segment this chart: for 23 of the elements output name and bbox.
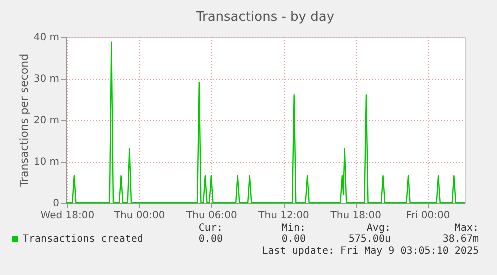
text: 0.00	[198, 234, 223, 245]
text: Last update: Fri May 9 03:05:10 2025	[262, 246, 479, 257]
x-tick-label: Thu 06:00	[186, 210, 238, 222]
text: Min:	[282, 223, 306, 234]
legend-label: Transactions created	[23, 234, 144, 245]
text: Avg:	[366, 223, 391, 234]
x-tick-label: Thu 18:00	[330, 210, 382, 222]
y-tick-label: 30 m	[34, 74, 60, 85]
text: 38.67m	[442, 234, 479, 245]
y-tick-label: 0	[53, 198, 60, 210]
x-tick-label: Fri 00:00	[406, 210, 450, 222]
y-tick-label: 10 m	[34, 157, 60, 168]
text: 0.00	[282, 234, 306, 245]
text: Cur:	[198, 223, 223, 234]
text: 575.00u	[348, 234, 391, 245]
text: Max:	[454, 223, 479, 234]
y-tick-label: 20 m	[34, 116, 60, 126]
x-tick-label: Thu 00:00	[113, 210, 166, 222]
y-tick-label: 40 m	[34, 32, 60, 44]
x-tick-label: Wed 18:00	[40, 210, 95, 222]
x-tick-label: Thu 12:00	[258, 210, 310, 222]
chart-title: Transactions - by day	[195, 10, 335, 25]
y-axis-title: Transactions per second	[18, 54, 31, 188]
